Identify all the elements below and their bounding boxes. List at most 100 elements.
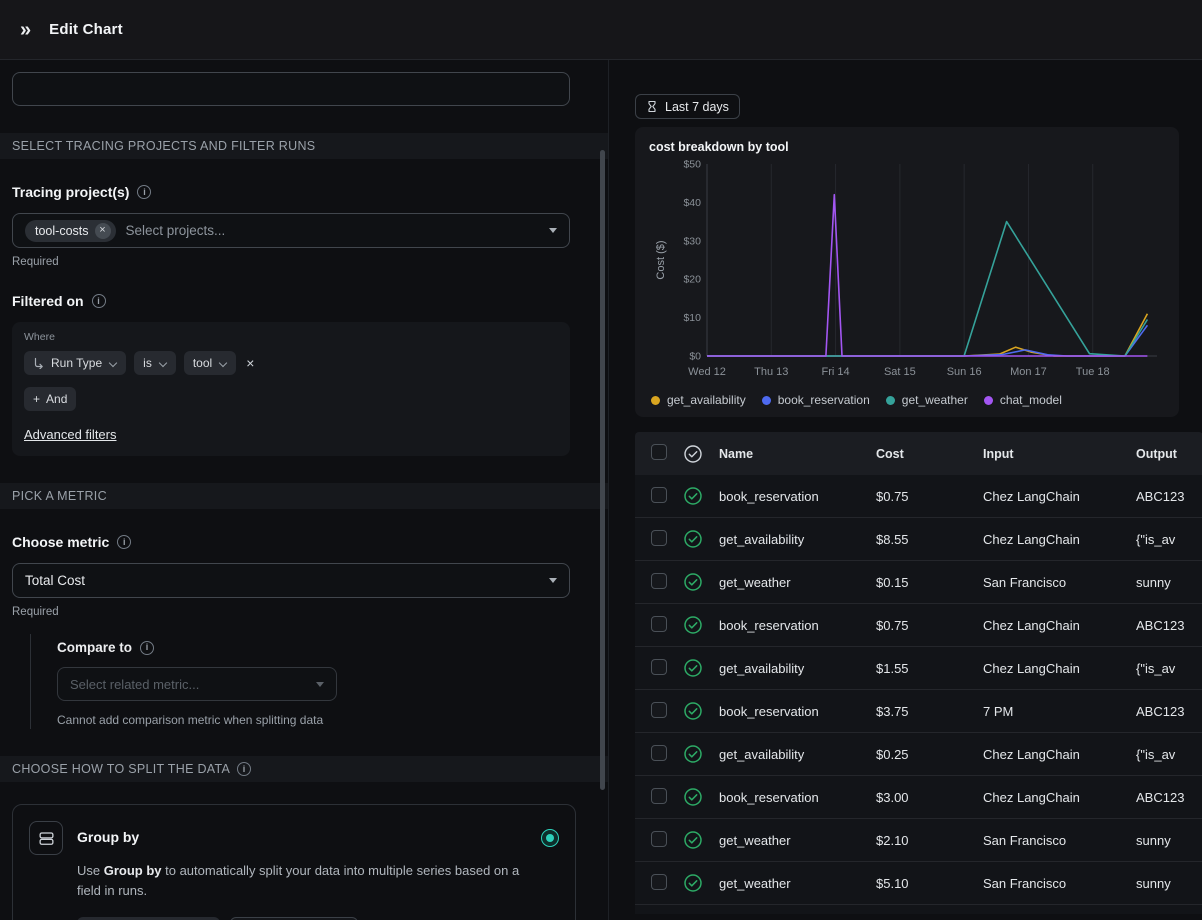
- column-header-name[interactable]: Name: [719, 446, 754, 461]
- metric-value: Total Cost: [25, 573, 86, 588]
- scrollbar-thumb[interactable]: [600, 150, 605, 790]
- page-title: Edit Chart: [49, 21, 123, 38]
- add-and-filter-button[interactable]: + And: [24, 387, 77, 411]
- row-checkbox[interactable]: [651, 787, 667, 804]
- row-checkbox[interactable]: [651, 744, 667, 761]
- chevron-down-icon: [549, 228, 557, 233]
- label-text: Choose metric: [12, 534, 110, 550]
- row-checkbox[interactable]: [651, 830, 667, 847]
- compare-note: Cannot add comparison metric when splitt…: [57, 713, 324, 727]
- table-row[interactable]: get_availability $8.55 Chez LangChain {"is_…: [635, 518, 1202, 561]
- svg-text:$40: $40: [683, 197, 701, 209]
- remove-project-icon[interactable]: ×: [94, 222, 111, 239]
- column-header-cost[interactable]: Cost: [876, 446, 904, 461]
- row-checkbox[interactable]: [651, 615, 667, 632]
- choose-metric-label: Choose metric i: [12, 534, 596, 550]
- chevron-down-icon: [549, 578, 557, 583]
- cell-output: sunny: [1136, 875, 1171, 891]
- table-row[interactable]: get_weather $2.10 San Francisco sunny: [635, 819, 1202, 862]
- remove-filter-icon[interactable]: ×: [246, 355, 255, 371]
- chart-legend: get_availability book_reservation get_weat…: [649, 393, 1165, 407]
- status-success-icon: [684, 745, 702, 763]
- cell-output: ABC123: [1136, 703, 1185, 719]
- cell-input: Chez LangChain: [983, 617, 1080, 633]
- table-row[interactable]: get_weather $0.15 San Francisco sunny: [635, 561, 1202, 604]
- column-header-output[interactable]: Output: [1136, 446, 1177, 461]
- section-title: SELECT TRACING PROJECTS AND FILTER RUNS: [12, 139, 316, 153]
- legend-dot-icon: [651, 395, 660, 405]
- status-success-icon: [684, 831, 702, 849]
- cell-name: book_reservation: [719, 703, 819, 719]
- cell-cost: $3.75: [876, 703, 909, 719]
- legend-item-chat_model[interactable]: chat_model: [983, 393, 1062, 407]
- svg-text:Fri 14: Fri 14: [822, 366, 850, 378]
- filter-operator-chip[interactable]: is: [134, 351, 176, 375]
- info-icon[interactable]: i: [140, 640, 155, 655]
- table-row[interactable]: book_reservation $3.00 Chez LangChain ABC12…: [635, 776, 1202, 819]
- filter-field-chip[interactable]: Run Type: [24, 351, 127, 375]
- row-checkbox[interactable]: [651, 658, 667, 675]
- compare-to-block: Compare to i Select related metric... Ca…: [30, 634, 608, 729]
- label-text: Filtered on: [12, 293, 84, 309]
- group-by-field-chip[interactable]: Group by name: [77, 917, 220, 920]
- row-checkbox[interactable]: [651, 873, 667, 890]
- collapse-panel-icon[interactable]: »: [20, 18, 32, 41]
- cell-cost: $0.25: [876, 746, 909, 762]
- time-range-label: Last 7 days: [665, 99, 729, 114]
- table-row[interactable]: get_weather $5.10 San Francisco sunny: [635, 862, 1202, 905]
- legend-item-get_weather[interactable]: get_weather: [885, 393, 968, 407]
- select-placeholder: Select related metric...: [70, 676, 200, 692]
- cell-name: get_availability: [719, 531, 805, 547]
- legend-item-get_availability[interactable]: get_availability: [651, 393, 746, 407]
- metric-select[interactable]: Total Cost: [12, 563, 570, 598]
- info-icon[interactable]: i: [137, 185, 152, 199]
- table-row[interactable]: book_reservation $0.75 Chez LangChain ABC12…: [635, 475, 1202, 518]
- desc-bold: Group by: [103, 863, 162, 878]
- cell-name: get_weather: [719, 875, 791, 891]
- cell-output: sunny: [1136, 574, 1171, 590]
- cell-name: book_reservation: [719, 488, 819, 504]
- table-row[interactable]: get_availability $1.55 Chez LangChain {"is_…: [635, 647, 1202, 690]
- select-all-checkbox[interactable]: [651, 444, 667, 460]
- cell-output: ABC123: [1136, 789, 1185, 805]
- info-icon[interactable]: i: [91, 294, 106, 308]
- project-chip: tool-costs ×: [25, 219, 116, 242]
- row-checkbox[interactable]: [651, 572, 667, 589]
- row-checkbox[interactable]: [651, 529, 667, 546]
- cell-cost: $0.15: [876, 574, 909, 590]
- table-row[interactable]: book_reservation $0.75 Chez LangChain ABC12…: [635, 604, 1202, 647]
- legend-item-book_reservation[interactable]: book_reservation: [761, 393, 870, 407]
- chip-label: Run Type: [51, 356, 103, 370]
- cell-output: {"is_av: [1136, 531, 1176, 547]
- compare-metric-select[interactable]: Select related metric...: [57, 667, 337, 701]
- tracing-projects-select[interactable]: tool-costs × Select projects...: [12, 213, 570, 248]
- select-placeholder: Select projects...: [125, 223, 226, 238]
- group-by-title: Group by: [77, 829, 140, 845]
- cell-output: {"is_av: [1136, 746, 1176, 762]
- info-icon[interactable]: i: [237, 762, 252, 776]
- status-success-icon: [684, 487, 702, 505]
- advanced-filters-link[interactable]: Advanced filters: [24, 427, 117, 442]
- cell-name: get_weather: [719, 574, 791, 590]
- column-header-input[interactable]: Input: [983, 446, 1014, 461]
- cell-output: ABC123: [1136, 617, 1185, 633]
- cell-output: {"is_av: [1136, 660, 1176, 676]
- row-checkbox[interactable]: [651, 486, 667, 503]
- filter-value-chip[interactable]: tool: [183, 351, 237, 375]
- status-success-icon: [684, 874, 702, 892]
- cell-input: San Francisco: [983, 574, 1067, 590]
- svg-text:$0: $0: [689, 351, 701, 363]
- chart-name-input[interactable]: [12, 72, 570, 106]
- group-by-card[interactable]: Group by Use Group by to automatically s…: [12, 804, 576, 920]
- time-range-button[interactable]: Last 7 days: [635, 94, 740, 119]
- svg-text:Wed 12: Wed 12: [688, 366, 726, 378]
- info-icon[interactable]: i: [117, 535, 132, 549]
- svg-text:Cost ($): Cost ($): [655, 240, 667, 279]
- table-row[interactable]: get_availability $0.25 Chez LangChain {"is_…: [635, 733, 1202, 776]
- row-checkbox[interactable]: [651, 701, 667, 718]
- group-by-radio[interactable]: [541, 829, 559, 847]
- table-row[interactable]: book_reservation $3.75 7 PM ABC123: [635, 690, 1202, 733]
- topbar: » Edit Chart: [0, 0, 1202, 60]
- status-success-icon: [684, 659, 702, 677]
- table-row[interactable]: [635, 905, 1202, 914]
